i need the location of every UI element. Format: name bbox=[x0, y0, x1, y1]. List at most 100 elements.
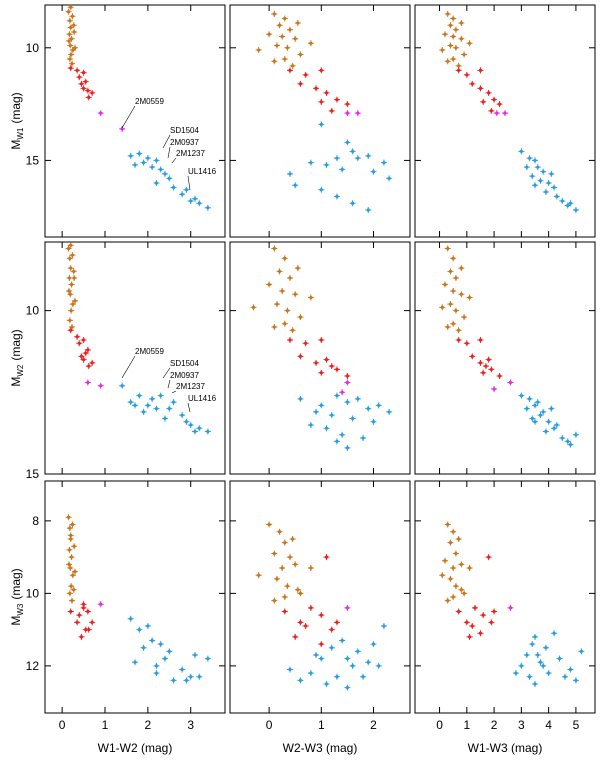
point-dot bbox=[459, 37, 463, 41]
point-dot bbox=[275, 577, 279, 581]
point-dot bbox=[555, 423, 559, 427]
point-dot bbox=[133, 660, 137, 664]
point-dot bbox=[467, 295, 472, 300]
point-dot bbox=[538, 413, 543, 417]
point-dot bbox=[69, 243, 73, 247]
point-dot bbox=[99, 384, 103, 388]
point-dot bbox=[81, 606, 86, 610]
panel-frame bbox=[414, 241, 596, 475]
point-dot bbox=[68, 591, 72, 595]
point-dot bbox=[206, 206, 210, 210]
x-axis-label: W1-W2 (mag) bbox=[98, 741, 173, 755]
point-dot bbox=[86, 380, 90, 385]
y-label-main: M bbox=[9, 377, 23, 387]
point-dot bbox=[527, 397, 532, 401]
point-dot bbox=[206, 657, 210, 661]
point-dot bbox=[180, 667, 184, 672]
point-dot bbox=[72, 23, 76, 27]
point-dot bbox=[533, 420, 537, 424]
point-dot bbox=[451, 566, 455, 570]
point-dot bbox=[446, 599, 450, 603]
point-dot bbox=[285, 46, 289, 50]
point-dot bbox=[285, 584, 289, 588]
point-dot bbox=[71, 573, 75, 577]
point-dot bbox=[487, 358, 491, 362]
x-tick-label: 1 bbox=[463, 718, 470, 732]
point-dot bbox=[448, 541, 453, 545]
point-dot bbox=[538, 660, 543, 664]
point-dot bbox=[443, 32, 447, 36]
point-dot bbox=[377, 403, 381, 407]
point-dot bbox=[448, 23, 453, 27]
point-dot bbox=[67, 562, 71, 566]
point-dot bbox=[443, 282, 447, 287]
y-tick-label: 12 bbox=[26, 659, 40, 673]
point-dot bbox=[288, 68, 292, 72]
point-dot bbox=[459, 588, 463, 592]
panel-frame bbox=[229, 241, 411, 475]
point-dot bbox=[72, 269, 76, 274]
x-axis-label: W1-W3 (mag) bbox=[468, 741, 543, 755]
point-dot bbox=[536, 653, 540, 657]
point-dot bbox=[285, 309, 289, 313]
point-dot bbox=[288, 667, 292, 672]
point-dot bbox=[277, 269, 282, 274]
point-dot bbox=[508, 380, 513, 385]
point-dot bbox=[150, 397, 154, 401]
point-dot bbox=[465, 341, 469, 345]
point-dot bbox=[72, 544, 76, 548]
point-dot bbox=[293, 635, 297, 639]
point-dot bbox=[489, 109, 493, 113]
point-dot bbox=[309, 566, 313, 570]
point-dot bbox=[69, 25, 73, 30]
annotation-leader bbox=[187, 402, 191, 413]
point-dot bbox=[81, 358, 86, 362]
point-dot bbox=[536, 400, 540, 404]
annotation-leader bbox=[121, 105, 136, 129]
point-dot bbox=[544, 190, 548, 194]
point-dot bbox=[129, 154, 133, 158]
point-dot bbox=[70, 599, 74, 603]
point-dot bbox=[351, 664, 355, 668]
point-dot bbox=[487, 555, 491, 559]
y-label-sub: W1 bbox=[16, 127, 25, 140]
annotation-leader bbox=[121, 355, 136, 379]
panel-frame bbox=[229, 480, 411, 714]
point-dot bbox=[566, 203, 570, 208]
point-dot bbox=[150, 638, 154, 643]
point-dot bbox=[77, 341, 81, 345]
point-dot bbox=[154, 181, 159, 185]
y-label-unit: (mag) bbox=[9, 568, 23, 599]
point-dot bbox=[467, 566, 472, 570]
annotation-leader bbox=[167, 146, 171, 159]
point-dot bbox=[293, 562, 297, 566]
point-dot bbox=[454, 46, 458, 50]
point-dot bbox=[70, 61, 74, 66]
point-dot bbox=[549, 172, 553, 176]
point-dot bbox=[451, 289, 455, 293]
point-dot bbox=[492, 387, 496, 391]
point-dot bbox=[275, 43, 279, 48]
point-dot bbox=[457, 537, 461, 541]
annotation: 2M0937 bbox=[170, 138, 199, 147]
point-dot bbox=[319, 403, 323, 407]
point-dot bbox=[137, 393, 141, 398]
annotation: SD1504 bbox=[170, 359, 199, 368]
point-dot bbox=[184, 678, 189, 682]
point-dot bbox=[193, 197, 197, 201]
point-dot bbox=[291, 64, 295, 68]
point-dot bbox=[167, 407, 171, 411]
y-label-main: M bbox=[9, 616, 23, 626]
point-dot bbox=[533, 183, 537, 187]
point-dot bbox=[133, 403, 137, 407]
point-dot bbox=[451, 530, 455, 534]
point-dot bbox=[335, 194, 339, 199]
point-dot bbox=[446, 59, 450, 63]
point-dot bbox=[465, 73, 469, 77]
point-dot bbox=[457, 338, 461, 342]
point-dot bbox=[478, 68, 483, 72]
point-dot bbox=[163, 172, 167, 176]
point-dot bbox=[459, 266, 463, 270]
y-axis-label: MW2 (mag) bbox=[9, 329, 25, 386]
point-dot bbox=[541, 410, 545, 414]
